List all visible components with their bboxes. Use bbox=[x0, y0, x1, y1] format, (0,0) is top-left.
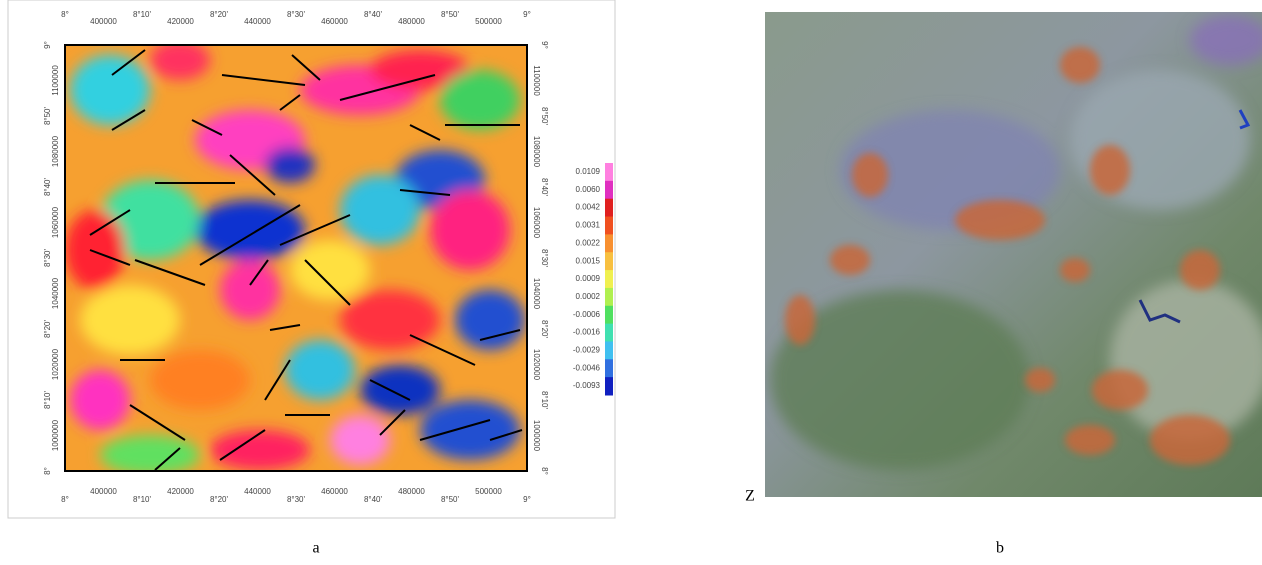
right-tick-label: 1080000 bbox=[532, 136, 541, 168]
top-tick-label: 440000 bbox=[244, 17, 271, 26]
left-tick-label: 8°50' bbox=[43, 106, 52, 125]
top-tick-label: 460000 bbox=[321, 17, 348, 26]
colorbar-label: 0.0109 bbox=[576, 167, 601, 176]
colorbar-label: 0.0009 bbox=[576, 274, 601, 283]
corner-label: Z bbox=[745, 488, 755, 505]
top-tick-label: 8°30' bbox=[287, 10, 306, 19]
colorbar-label: 0.0022 bbox=[576, 238, 601, 247]
top-tick-label: 8°10' bbox=[133, 10, 152, 19]
right-tick-label: 1100000 bbox=[532, 65, 541, 96]
colorbar-label: -0.0006 bbox=[573, 310, 601, 319]
top-tick-label: 420000 bbox=[167, 17, 194, 26]
right-tick-label: 8°30' bbox=[540, 249, 549, 268]
colorbar-label: -0.0029 bbox=[573, 345, 601, 354]
colorbar-swatch bbox=[605, 323, 613, 342]
caption: a bbox=[312, 540, 319, 557]
right-tick-label: 8°20' bbox=[540, 320, 549, 339]
right-tick-label: 1040000 bbox=[532, 278, 541, 310]
bottom-tick-label: 8°20' bbox=[210, 495, 229, 504]
colorbar-swatch bbox=[605, 359, 613, 378]
colorbar-label: -0.0046 bbox=[573, 363, 601, 372]
colorbar-swatch bbox=[605, 216, 613, 235]
bottom-tick-label: 420000 bbox=[167, 487, 194, 496]
right-tick-label: 1060000 bbox=[532, 207, 541, 239]
top-tick-label: 8°20' bbox=[210, 10, 229, 19]
bottom-tick-label: 400000 bbox=[90, 487, 117, 496]
top-tick-label: 8°50' bbox=[441, 10, 460, 19]
colorbar: 0.0109 0.0060 0.0042 0.0031 0.0022 0.0015 0.00… bbox=[573, 163, 613, 396]
colorbar-swatch bbox=[605, 341, 613, 360]
colorbar-swatch bbox=[605, 163, 613, 182]
left-tick-label: 1080000 bbox=[51, 135, 60, 167]
colorbar-swatch bbox=[605, 234, 613, 253]
top-tick-label: 480000 bbox=[398, 17, 425, 26]
colorbar-swatch bbox=[605, 180, 613, 200]
left-tick-label: 8°30' bbox=[43, 248, 52, 267]
bottom-tick-label: 8°30' bbox=[287, 495, 306, 504]
top-tick-label: 8° bbox=[61, 10, 69, 19]
left-tick-label: 8°20' bbox=[43, 319, 52, 338]
anomaly-map bbox=[65, 45, 527, 471]
bottom-tick-label: 8°40' bbox=[364, 495, 383, 504]
colorbar-label: 0.0031 bbox=[576, 221, 601, 230]
colorbar-swatch bbox=[605, 198, 613, 218]
top-tick-label: 500000 bbox=[475, 17, 502, 26]
bottom-tick-label: 460000 bbox=[321, 487, 348, 496]
right-tick-label: 9° bbox=[540, 41, 549, 49]
left-tick-label: 8° bbox=[43, 467, 52, 475]
colorbar-swatch bbox=[605, 270, 613, 289]
bottom-tick-label: 8°10' bbox=[133, 495, 152, 504]
colorbar-label: -0.0093 bbox=[573, 381, 601, 390]
satellite-image bbox=[765, 12, 1262, 497]
bottom-tick-label: 440000 bbox=[244, 487, 271, 496]
colorbar-label: 0.0015 bbox=[576, 256, 601, 265]
colorbar-label: 0.0042 bbox=[576, 203, 601, 212]
colorbar-swatch bbox=[605, 287, 613, 307]
left-tick-label: 1060000 bbox=[51, 206, 60, 238]
right-tick-label: 1020000 bbox=[532, 349, 541, 381]
left-tick-label: 8°10' bbox=[43, 390, 52, 409]
bottom-tick-label: 8°50' bbox=[441, 495, 460, 504]
right-tick-label: 8° bbox=[540, 467, 549, 475]
bottom-tick-label: 500000 bbox=[475, 487, 502, 496]
colorbar-label: -0.0016 bbox=[573, 328, 601, 337]
left-tick-label: 1040000 bbox=[51, 277, 60, 309]
right-tick-label: 8°40' bbox=[540, 178, 549, 197]
left-tick-label: 1100000 bbox=[51, 65, 60, 96]
bottom-tick-label: 8° bbox=[61, 495, 69, 504]
colorbar-swatch bbox=[605, 252, 613, 271]
left-tick-label: 8°40' bbox=[43, 177, 52, 196]
right-tick-label: 8°50' bbox=[540, 107, 549, 126]
colorbar-swatch bbox=[605, 305, 613, 325]
map-border bbox=[64, 44, 528, 472]
right-tick-label: 8°10' bbox=[540, 391, 549, 410]
caption: b bbox=[996, 540, 1004, 557]
top-tick-label: 8°40' bbox=[364, 10, 383, 19]
colorbar-label: 0.0060 bbox=[576, 185, 601, 194]
top-tick-label: 9° bbox=[523, 10, 531, 19]
bottom-tick-label: 9° bbox=[523, 495, 531, 504]
top-tick-label: 400000 bbox=[90, 17, 117, 26]
colorbar-label: 0.0002 bbox=[576, 292, 601, 301]
left-tick-label: 9° bbox=[43, 41, 52, 49]
colorbar-swatch bbox=[605, 377, 613, 396]
right-tick-label: 1000000 bbox=[532, 420, 541, 452]
left-tick-label: 1000000 bbox=[51, 419, 60, 451]
left-tick-label: 1020000 bbox=[51, 348, 60, 380]
bottom-tick-label: 480000 bbox=[398, 487, 425, 496]
